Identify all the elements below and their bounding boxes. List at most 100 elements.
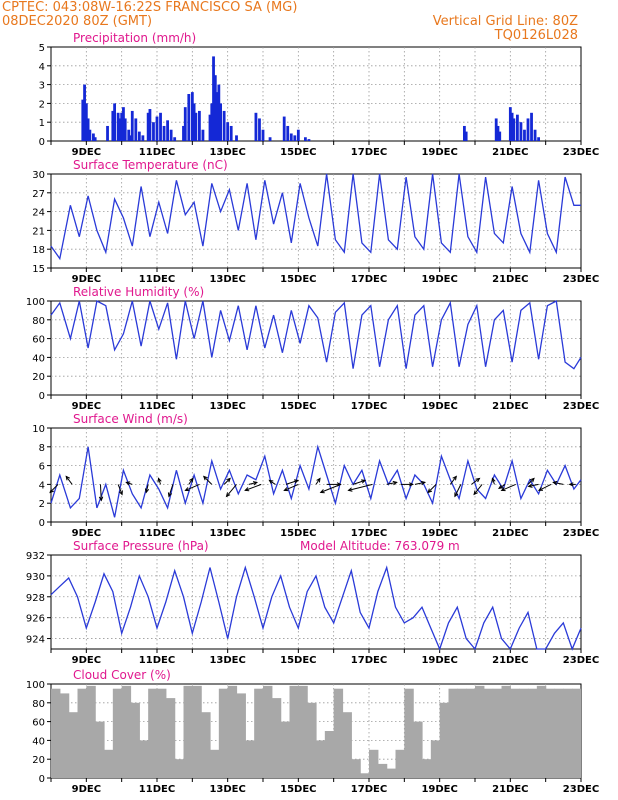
header-grid-line: Vertical Grid Line: 80Z	[432, 14, 578, 29]
bar-precip	[166, 120, 169, 141]
x-tick-label: 17DEC	[351, 528, 387, 539]
wind-vector	[528, 483, 539, 487]
wind-vector-head	[347, 487, 353, 492]
x-tick-label: 11DEC	[139, 528, 175, 539]
x-tick-label: 15DEC	[280, 274, 316, 285]
bar-precip	[508, 107, 512, 141]
y-tick-label: 30	[32, 170, 45, 181]
wind-vector-head	[252, 481, 259, 486]
bar-cloud	[501, 685, 511, 778]
wind-vector-head	[167, 492, 173, 498]
bar-cloud	[210, 749, 220, 778]
bar-cloud	[201, 712, 211, 778]
x-tick-label: 19DEC	[421, 784, 457, 795]
x-tick-label: 15DEC	[280, 401, 316, 412]
bar-cloud	[563, 688, 573, 778]
y-tick-label: 4	[39, 480, 45, 491]
y-tick-label: 928	[26, 593, 45, 604]
bar-cloud	[528, 688, 538, 778]
wind-vector-head	[500, 487, 506, 492]
bar-precip	[512, 118, 516, 141]
bar-precip	[113, 103, 116, 141]
panel-title: Surface Pressure (hPa)	[73, 539, 209, 553]
bar-precip	[173, 137, 177, 141]
bar-cloud	[183, 685, 193, 778]
wind-vector	[245, 483, 262, 491]
bar-precip	[169, 129, 173, 141]
bar-precip	[268, 137, 272, 141]
bar-precip	[496, 125, 500, 141]
x-tick-label: 23DEC	[563, 655, 599, 666]
y-tick-label: 10	[32, 424, 45, 435]
x-tick-label: 15DEC	[280, 784, 316, 795]
bar-precip	[182, 125, 185, 141]
x-tick-label: 13DEC	[209, 784, 245, 795]
x-tick-label: 11DEC	[139, 655, 175, 666]
y-tick-label: 24	[32, 208, 45, 219]
x-tick-label: 15DEC	[280, 528, 316, 539]
bar-precip	[510, 112, 514, 141]
bar-cloud	[174, 759, 185, 778]
x-tick-label: 9DEC	[72, 401, 101, 412]
x-tick-label: 19DEC	[421, 401, 457, 412]
bar-precip	[183, 107, 187, 141]
bar-cloud	[519, 688, 529, 778]
bar-precip	[208, 114, 212, 141]
wind-vector-head	[530, 477, 535, 483]
x-tick-label: 9DEC	[72, 784, 101, 795]
bar-precip	[93, 137, 97, 141]
wind-vector-head	[454, 492, 459, 498]
bar-precip	[86, 118, 90, 141]
wind-vector-head	[268, 479, 274, 485]
wind-vector	[226, 484, 237, 497]
header-model-id: TQ0126L028	[494, 28, 578, 43]
bar-cloud	[483, 688, 494, 778]
bar-precip	[519, 122, 523, 141]
y-tick-label: 40	[32, 353, 45, 364]
bar-precip	[222, 110, 226, 141]
panel-title: Precipitation (mm/h)	[73, 31, 196, 45]
bar-precip	[286, 125, 290, 141]
bar-precip	[127, 129, 131, 141]
panel-title: Cloud Cover (%)	[73, 668, 171, 682]
bar-cloud	[263, 685, 273, 778]
bar-precip	[162, 125, 166, 141]
bar-precip	[141, 135, 145, 141]
bar-precip	[159, 112, 162, 141]
bar-cloud	[316, 740, 326, 778]
wind-vector	[501, 483, 516, 491]
bar-precip	[261, 129, 265, 141]
y-tick-label: 15	[32, 264, 45, 275]
wind-vector	[188, 478, 194, 485]
bar-cloud	[95, 721, 105, 778]
bar-precip	[130, 110, 134, 141]
wind-vector-head	[125, 481, 131, 486]
y-tick-label: 0	[39, 137, 45, 148]
y-tick-label: 6	[39, 462, 45, 473]
bar-precip	[537, 137, 540, 141]
y-tick-label: 0	[39, 518, 45, 529]
bar-precip	[122, 107, 125, 141]
wind-vector	[320, 483, 341, 493]
wind-vector-head	[475, 477, 481, 483]
wind-vector-head	[527, 483, 533, 488]
bar-precip	[289, 133, 293, 141]
panel-frame-wind	[50, 427, 582, 523]
wind-vector-head	[491, 477, 496, 483]
x-tick-label: 21DEC	[492, 147, 528, 158]
y-tick-label: 1	[39, 118, 45, 129]
bar-precip	[213, 75, 217, 141]
header-station: CPTEC: 043:08W-16:22S FRANCISCO SA (MG)	[2, 0, 298, 15]
panel-title: Relative Humidity (%)	[73, 285, 204, 299]
wind-vector-head	[225, 492, 231, 498]
bar-precip	[129, 135, 132, 141]
bar-cloud	[333, 688, 344, 778]
y-tick-label: 930	[26, 572, 45, 583]
bar-cloud	[554, 688, 564, 778]
bar-precip	[498, 131, 502, 141]
bar-cloud	[404, 688, 414, 778]
series-line-temp	[50, 173, 581, 261]
x-tick-label: 21DEC	[492, 784, 528, 795]
bar-precip	[258, 118, 261, 141]
